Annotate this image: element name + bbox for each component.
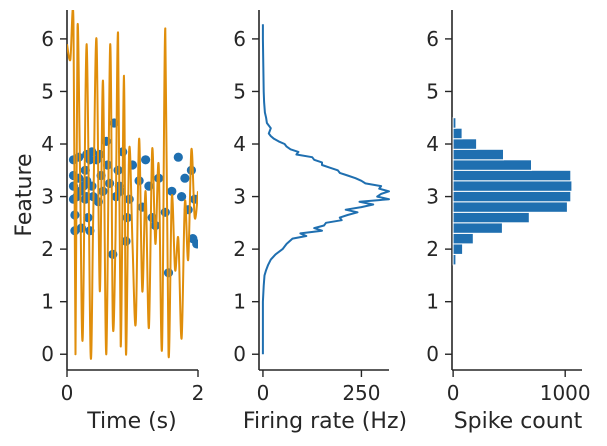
panel-2-x-tick-label: 0 — [257, 381, 270, 405]
histogram-bar — [452, 169, 572, 182]
panel-3-y-tick-label: 2 — [426, 237, 439, 261]
panel-2-x-ticks: 0 250 — [257, 370, 381, 405]
histogram-bar — [452, 253, 457, 266]
panel-1-y-tick-label: 3 — [41, 185, 54, 209]
panel-1-y-ticks: 0 1 2 3 4 5 6 — [41, 27, 67, 366]
histogram-bar — [452, 117, 457, 129]
panel-1-x-tick-label: 2 — [192, 381, 205, 405]
panel-1-y-tick-label: 0 — [41, 342, 54, 366]
panel-3-y-tick-label: 1 — [426, 290, 439, 314]
panel-1-x-tick-label: 0 — [61, 381, 74, 405]
histogram-bar — [452, 138, 478, 150]
panel-1-plot-area — [67, 10, 198, 360]
spike-point — [141, 155, 151, 165]
spike-point — [98, 186, 108, 196]
panel-3-y-tick-label: 4 — [426, 132, 439, 156]
panel-3-x-ticks: 0 1000 — [447, 370, 591, 405]
spike-point — [173, 152, 183, 162]
panel-1-y-tick-label: 2 — [41, 237, 54, 261]
panel-1-x-axis-label: Time (s) — [86, 409, 176, 434]
firing-rate-line — [261, 24, 390, 355]
histogram-bar — [452, 127, 463, 140]
panel-2-y-tick-label: 4 — [233, 132, 246, 156]
panel-3-plot-area — [452, 117, 573, 266]
spike-point — [134, 176, 144, 186]
spike-point — [180, 173, 190, 183]
spike-count-panel: 0 1 2 3 4 5 6 0 1000 Spike count — [426, 10, 591, 434]
histogram-bar — [452, 190, 572, 203]
panel-3-y-tick-label: 5 — [426, 79, 439, 103]
panel-1-marks — [67, 10, 198, 360]
panel-2-y-tick-label: 6 — [233, 27, 246, 51]
spike-point — [177, 192, 187, 202]
panel-3-x-axis-label: Spike count — [454, 409, 583, 434]
spike-point — [160, 207, 170, 217]
spike-point — [113, 165, 123, 175]
panel-2-y-tick-label: 2 — [233, 237, 246, 261]
histogram-bar — [452, 211, 530, 224]
panel-2-y-tick-label: 1 — [233, 290, 246, 314]
histogram-bar — [452, 232, 474, 245]
histogram-bar — [452, 201, 568, 213]
spike-point — [192, 239, 198, 249]
histogram-bar — [452, 180, 573, 192]
panel-3-y-ticks: 0 1 2 3 4 5 6 — [426, 27, 452, 366]
spike-point — [105, 178, 115, 188]
panel-2-x-tick-label: 250 — [342, 381, 380, 405]
panel-2-y-tick-label: 5 — [233, 79, 246, 103]
panel-2-plot-area — [261, 24, 390, 355]
panel-1-y-tick-label: 5 — [41, 79, 54, 103]
firing-rate-panel: 0 1 2 3 4 5 6 0 250 Firing rate (Hz) — [233, 10, 407, 434]
panel-3-x-tick-label: 1000 — [540, 381, 591, 405]
panel-3-y-tick-label: 0 — [426, 342, 439, 366]
panel-1-y-tick-label: 1 — [41, 290, 54, 314]
histogram-bar — [452, 243, 464, 255]
panel-1-y-tick-label: 4 — [41, 132, 54, 156]
panel-3-x-tick-label: 0 — [447, 381, 460, 405]
panel-2-y-tick-label: 0 — [233, 342, 246, 366]
histogram-bar — [452, 148, 505, 161]
panel-3-y-tick-label: 3 — [426, 185, 439, 209]
panel-3-y-tick-label: 6 — [426, 27, 439, 51]
histogram-bar — [452, 222, 503, 234]
panel-1-y-axis-label: Feature — [12, 153, 37, 236]
panel-1-y-tick-label: 6 — [41, 27, 54, 51]
histogram-bar — [452, 159, 533, 171]
panel-2-y-ticks: 0 1 2 3 4 5 6 — [233, 27, 259, 366]
panel-2-x-axis-label: Firing rate (Hz) — [243, 409, 407, 434]
panel-2-y-tick-label: 3 — [233, 185, 246, 209]
spike-point — [167, 186, 177, 196]
trajectory-line — [67, 10, 198, 360]
